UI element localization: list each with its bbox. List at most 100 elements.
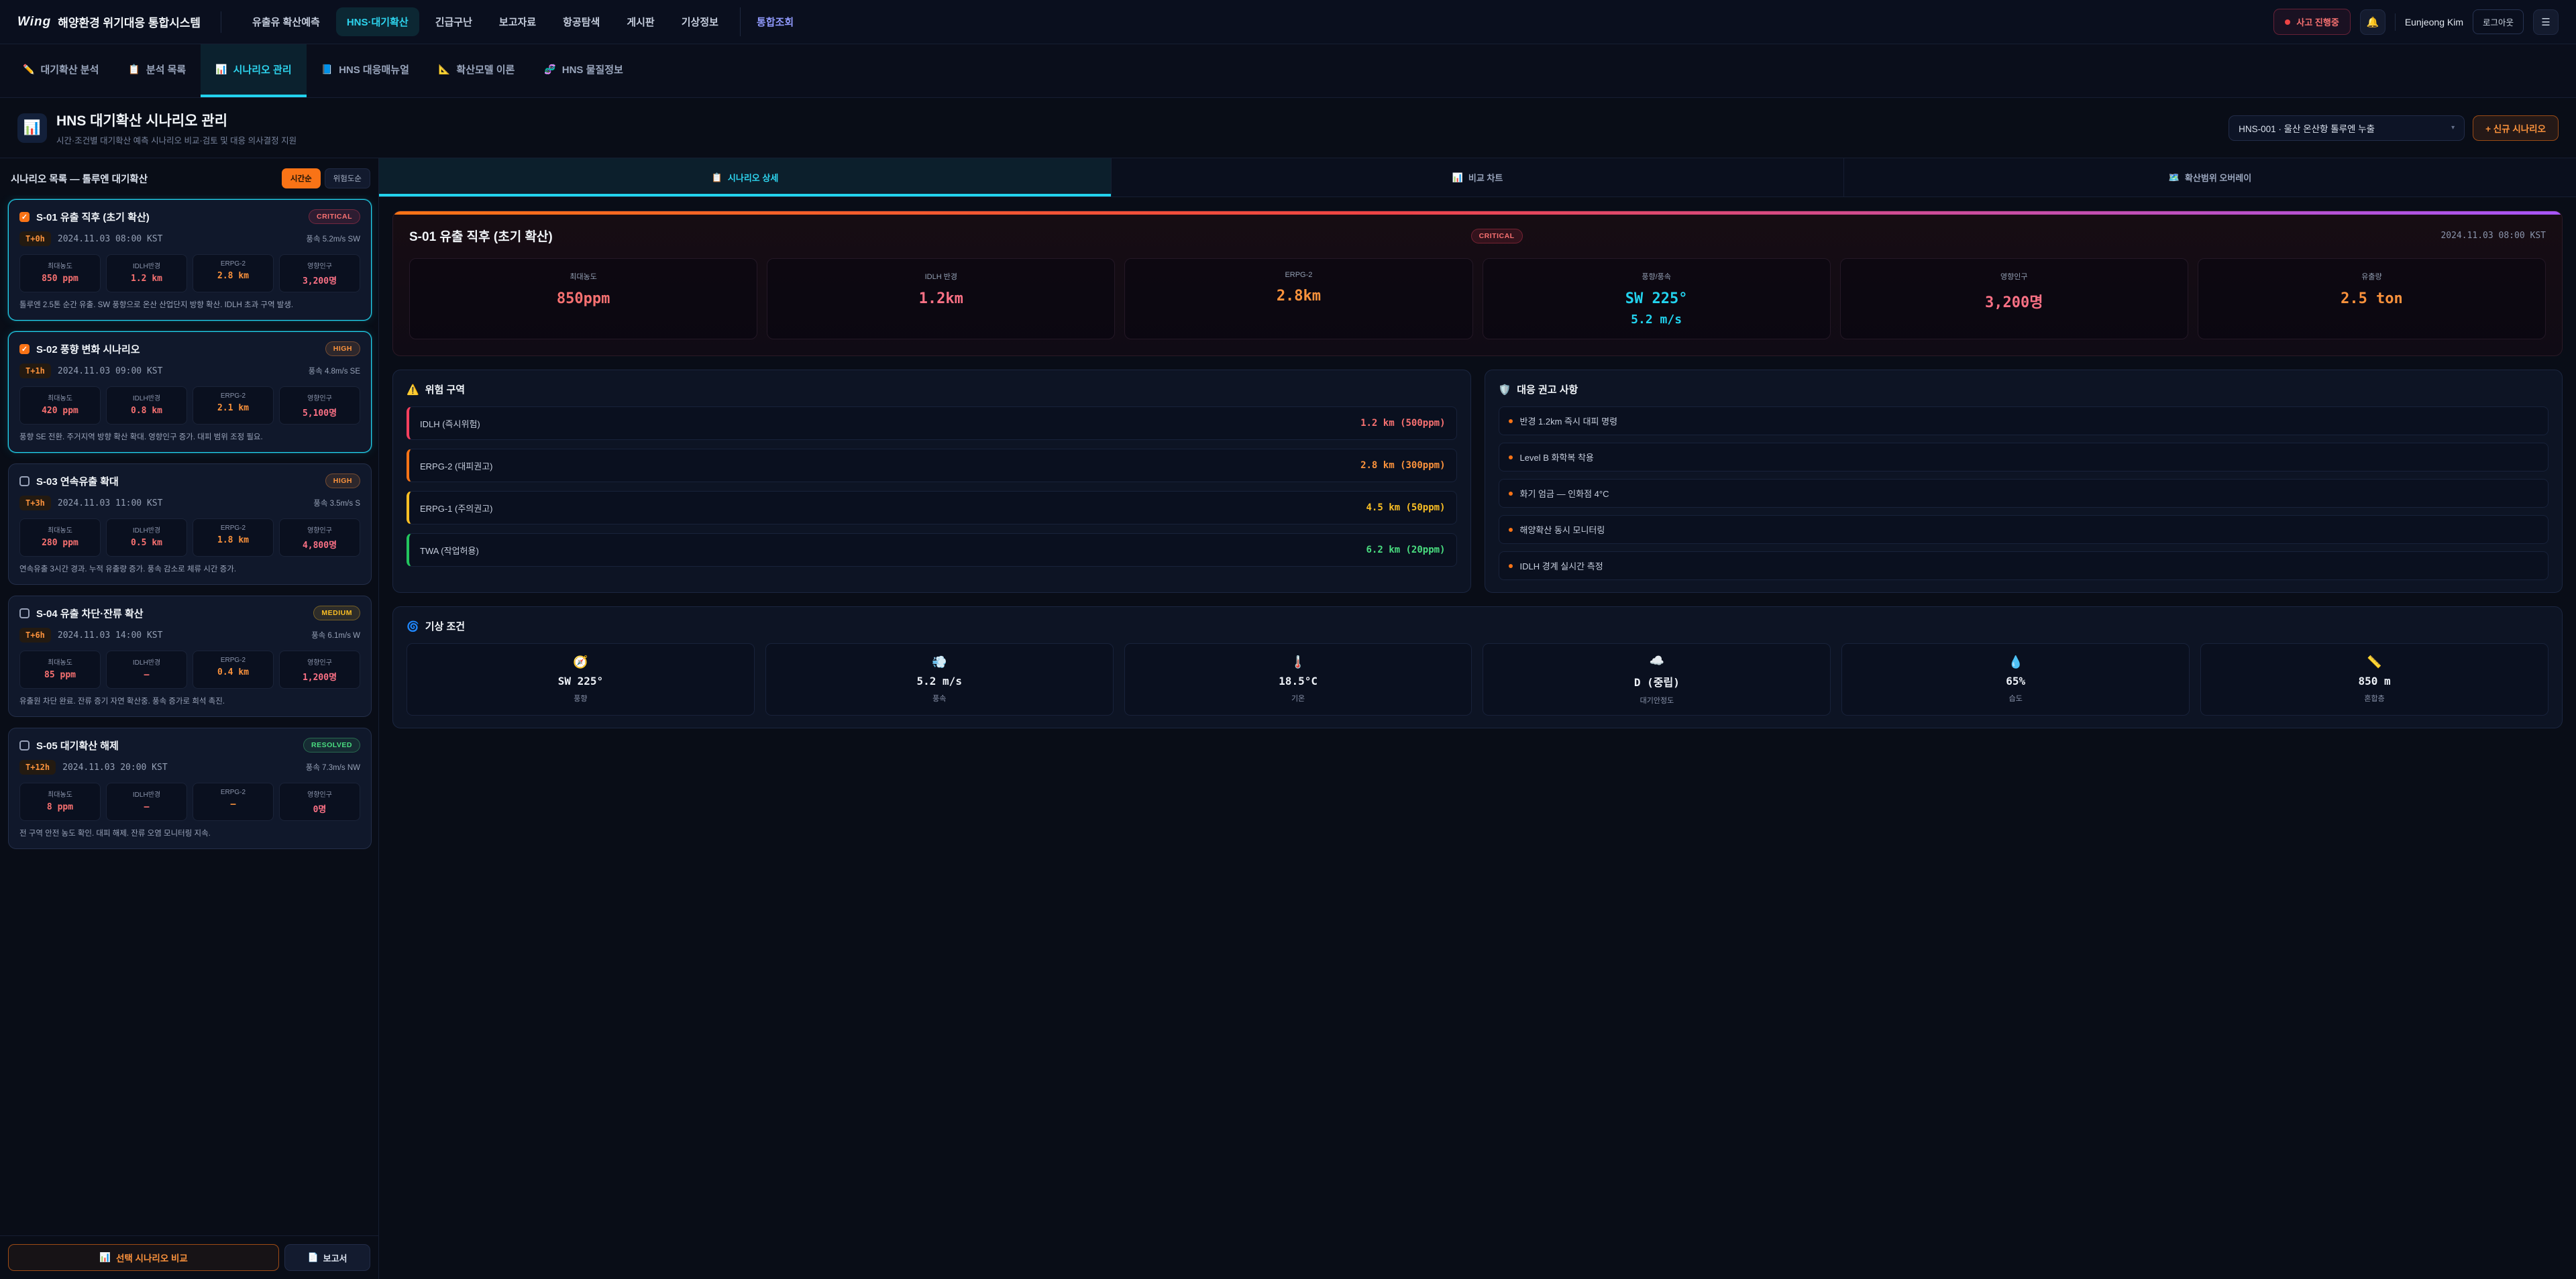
scenario-card[interactable]: S-04 유출 차단·잔류 확산 MEDIUM T+6h 2024.11.03 … bbox=[8, 596, 372, 718]
main-tab[interactable]: 📊 비교 차트 bbox=[1112, 158, 1844, 197]
recommendation-text: Level B 화학복 착용 bbox=[1519, 453, 1594, 463]
user-name: Eunjeong Kim bbox=[2404, 16, 2463, 27]
scenario-checkbox[interactable] bbox=[19, 476, 30, 486]
page-icon: 📊 bbox=[17, 113, 47, 143]
cyclone-icon: 🌀 bbox=[407, 620, 419, 632]
subtab[interactable]: 📋 분석 목록 bbox=[113, 44, 201, 97]
subtab-label: 분석 목록 bbox=[146, 64, 186, 76]
report-button[interactable]: 📄 보고서 bbox=[284, 1244, 370, 1271]
subtab-label: HNS 물질정보 bbox=[561, 64, 623, 76]
divider bbox=[2394, 13, 2396, 31]
recommendation-row: 화기 엄금 — 인화점 4°C bbox=[1498, 479, 2548, 508]
detail-header: S-01 유출 직후 (초기 확산) CRITICAL 2024.11.03 0… bbox=[409, 227, 2546, 245]
scenario-checkbox[interactable] bbox=[19, 211, 30, 222]
detail-stat: 영향인구 3,200명 bbox=[1839, 258, 2188, 339]
subtab[interactable]: 📊 시나리오 관리 bbox=[201, 44, 307, 97]
notifications-button[interactable]: 🔔 bbox=[2359, 9, 2385, 35]
stat-label: 영향인구 bbox=[307, 395, 332, 403]
topnav-item[interactable]: 항공탐색 bbox=[563, 17, 600, 28]
sort-by-time-button[interactable]: 시간순 bbox=[281, 168, 321, 188]
scenario-stat: IDLH반경 — bbox=[106, 783, 187, 822]
recommendation-row: Level B 화학복 착용 bbox=[1498, 443, 2548, 471]
detail-stat: IDLH 반경 1.2km bbox=[767, 258, 1116, 339]
stat-value: — bbox=[230, 799, 236, 810]
subtab[interactable]: 📐 확산모델 이론 bbox=[424, 44, 529, 97]
detail-title: S-01 유출 직후 (초기 확산) bbox=[409, 230, 553, 244]
weather-value: 18.5°C bbox=[1279, 675, 1318, 687]
detail-stats: 최대농도 850ppm IDLH 반경 1.2km ERPG-2 2.8km 풍… bbox=[409, 258, 2546, 339]
page-subtitle: 시간·조건별 대기확산 예측 시나리오 비교·검토 및 대응 의사결정 지원 bbox=[56, 135, 297, 146]
topnav-item[interactable]: 게시판 bbox=[627, 17, 655, 28]
new-scenario-button[interactable]: + 신규 시나리오 bbox=[2473, 115, 2559, 141]
scenario-stat: ERPG-2 2.1 km bbox=[193, 386, 274, 425]
stat-value: 0명 bbox=[313, 805, 327, 816]
stat-value: 0.4 km bbox=[217, 667, 249, 678]
main-tab[interactable]: 📋 시나리오 상세 bbox=[379, 158, 1112, 197]
stat-value: — bbox=[144, 670, 150, 681]
bullet-dot-icon bbox=[1508, 455, 1513, 459]
recommendation-row: 반경 1.2km 즉시 대피 명령 bbox=[1498, 406, 2548, 435]
danger-zone-value: 2.8 km (300ppm) bbox=[1360, 460, 1446, 471]
scenario-card[interactable]: S-02 풍향 변화 시나리오 HIGH T+1h 2024.11.03 09:… bbox=[8, 331, 372, 453]
stat-label: ERPG-2 bbox=[220, 524, 246, 533]
subtab[interactable]: 📘 HNS 대응매뉴얼 bbox=[307, 44, 424, 97]
topnav-item[interactable]: 기상정보 bbox=[681, 17, 718, 28]
scenario-checkbox[interactable] bbox=[19, 740, 30, 750]
topnav-item[interactable]: 긴급구난 bbox=[435, 17, 472, 28]
scenario-stats: 최대농도 8 ppm IDLH반경 — ERPG-2 — 영향인구 0명 bbox=[19, 783, 360, 822]
topnav-item[interactable]: 보고자료 bbox=[498, 17, 537, 28]
incident-status-label: 사고 진행중 bbox=[2296, 17, 2339, 27]
compare-scenarios-button[interactable]: 📊 선택 시나리오 비교 bbox=[8, 1244, 279, 1271]
top-navigation-bar: Wing 해양환경 위기대응 통합시스템 유출유 확산예측 HNS·대기확산 긴… bbox=[0, 0, 2576, 44]
logo-wing-icon: Wing bbox=[17, 14, 52, 29]
topnav-item[interactable]: HNS·대기확산 bbox=[335, 7, 419, 36]
incident-status-badge: 사고 진행중 bbox=[2273, 9, 2351, 35]
subtab-icon: 📐 bbox=[438, 64, 451, 74]
danger-zone-value: 6.2 km (20ppm) bbox=[1366, 545, 1446, 555]
bullet-dot-icon bbox=[1508, 419, 1513, 423]
scenario-stats: 최대농도 280 ppm IDLH반경 0.5 km ERPG-2 1.8 km… bbox=[19, 518, 360, 557]
main-tab[interactable]: 🗺️ 확산범위 오버레이 bbox=[1844, 158, 2576, 197]
weather-card: ☁️ D (중립) 대기안정도 bbox=[1483, 643, 1831, 716]
stat-value: 85 ppm bbox=[44, 670, 76, 681]
weather-card: 📏 850 m 혼합층 bbox=[2200, 643, 2548, 716]
subtab-label: 확산모델 이론 bbox=[456, 64, 515, 76]
stat-label: 최대농도 bbox=[48, 395, 72, 403]
bullet-dot-icon bbox=[1508, 491, 1513, 496]
recommendations-header: 🛡️ 대응 권고 사항 bbox=[1499, 382, 2549, 396]
scenario-checkbox[interactable] bbox=[19, 608, 30, 618]
scenario-description: 연속유출 3시간 경과. 누적 유출량 증가. 풍속 감소로 체류 시간 증가. bbox=[19, 565, 237, 574]
weather-header: 🌀 기상 조건 bbox=[407, 619, 2548, 633]
logout-button[interactable]: 로그아웃 bbox=[2472, 9, 2524, 34]
scenario-stat: ERPG-2 0.4 km bbox=[193, 651, 274, 689]
topnav-menu: 유출유 확산예측 HNS·대기확산 긴급구난 보고자료 항공탐색 게시판 기상정… bbox=[241, 7, 804, 36]
scenario-card[interactable]: S-05 대기확산 해제 RESOLVED T+12h 2024.11.03 2… bbox=[8, 728, 372, 850]
scenario-checkbox[interactable] bbox=[19, 343, 30, 354]
detail-stat-value2: 5.2 m/s bbox=[1631, 313, 1682, 327]
incident-select-dropdown[interactable]: HNS-001 · 울산 온산항 톨루엔 누출 ▾ bbox=[2229, 115, 2465, 141]
scenario-stat: 영향인구 0명 bbox=[279, 783, 360, 822]
sort-by-risk-button[interactable]: 위험도순 bbox=[324, 168, 370, 188]
hamburger-menu-button[interactable]: ☰ bbox=[2533, 9, 2559, 35]
scenario-wind: 풍속 7.3m/s NW bbox=[305, 764, 360, 773]
compare-scenarios-label: 선택 시나리오 비교 bbox=[115, 1254, 188, 1264]
scenario-stat: IDLH반경 0.8 km bbox=[106, 386, 187, 425]
detail-stat-value: 2.5 ton bbox=[2341, 290, 2403, 307]
subtab-label: HNS 대응매뉴얼 bbox=[339, 64, 409, 76]
scenario-card[interactable]: S-01 유출 직후 (초기 확산) CRITICAL T+0h 2024.11… bbox=[8, 199, 372, 321]
scenario-stat: 최대농도 420 ppm bbox=[19, 386, 101, 425]
scenario-stat: 영향인구 5,100명 bbox=[279, 386, 360, 425]
topnav-item[interactable]: 유출유 확산예측 bbox=[252, 17, 320, 28]
time-offset-badge: T+0h bbox=[19, 231, 51, 246]
scenario-card[interactable]: S-03 연속유출 확대 HIGH T+3h 2024.11.03 11:00 … bbox=[8, 463, 372, 586]
subtab-icon: 📘 bbox=[321, 64, 333, 74]
topnav-item[interactable]: 통합조회 bbox=[739, 7, 804, 36]
detail-stat-label: 영향인구 bbox=[2000, 273, 2028, 281]
subtab-icon: 📊 bbox=[215, 64, 227, 74]
main-tab-label: 시나리오 상세 bbox=[727, 173, 779, 183]
recommendation-text: 해양확산 동시 모니터링 bbox=[1519, 525, 1605, 535]
stat-label: ERPG-2 bbox=[220, 657, 246, 665]
subtab[interactable]: 🧬 HNS 물질정보 bbox=[529, 44, 637, 97]
page-title: HNS 대기확산 시나리오 관리 bbox=[56, 113, 228, 129]
subtab[interactable]: ✏️ 대기확산 분석 bbox=[8, 44, 113, 97]
